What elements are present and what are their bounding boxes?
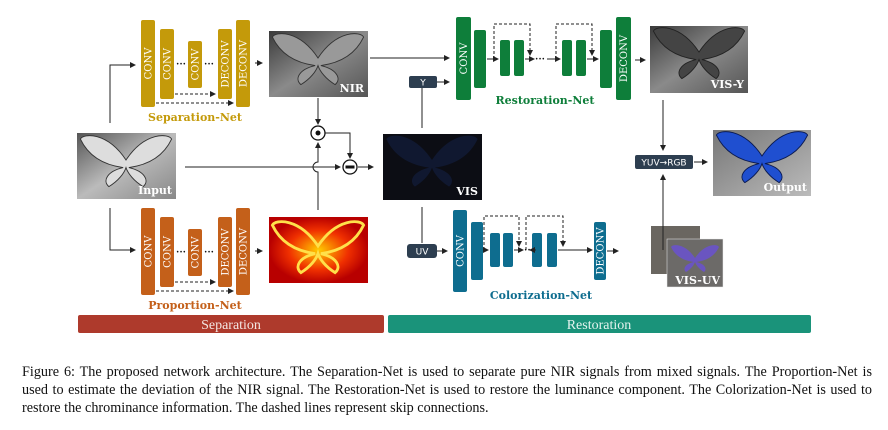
conv-block: CONV (160, 29, 174, 99)
nir-label: NIR (340, 82, 365, 95)
block-label: CONV (459, 42, 470, 75)
stage-restoration-label: Restoration (567, 318, 632, 333)
block-label: CONV (144, 235, 155, 268)
subtract-operator (342, 159, 358, 175)
vis-uv-image: VIS-UV (651, 226, 724, 288)
deconv-block: DECONV (236, 208, 250, 295)
block-label: CONV (191, 236, 202, 269)
dot-product-operator (310, 125, 326, 141)
skip-connection (493, 23, 533, 59)
conv-block: CONV (141, 208, 155, 295)
ellipsis: ··· (176, 59, 186, 70)
connections (109, 55, 708, 254)
block-label: CONV (191, 48, 202, 81)
yuv-to-rgb-box: YUV→RGB (635, 155, 693, 169)
input-label: Input (138, 184, 173, 197)
res-block (490, 233, 500, 267)
proportion-net: CONV CONV CONV DECONV DECONV ··· ··· (141, 208, 250, 295)
deconv-block: DECONV (218, 29, 232, 99)
res-block (500, 40, 510, 76)
vis-y-image: VIS-Y (650, 26, 748, 93)
colorization-net: CONV DECONV··· (453, 210, 607, 292)
architecture-diagram: CONV CONV CONV DECONV DECONV··· ··· CONV CONV C… (77, 17, 811, 333)
stage-separation-bar: Separation (78, 315, 384, 333)
block-label: DECONV (239, 39, 250, 87)
ellipsis: ··· (204, 59, 214, 70)
conv-block (474, 30, 486, 88)
conv-block: CONV (456, 17, 471, 100)
block-label: DECONV (221, 228, 232, 276)
ellipsis: ··· (204, 247, 214, 258)
deconv-block: DECONV (218, 217, 232, 287)
conv-block: CONV (453, 210, 467, 292)
output-label: Output (764, 181, 808, 194)
colorization-net-label: Colorization-Net (490, 289, 593, 302)
conv-block (471, 222, 483, 280)
conv-block: CONV (188, 229, 202, 276)
restoration-net: CONV DECONV ··· (456, 17, 631, 100)
res-block (503, 233, 513, 267)
block-label: CONV (163, 235, 174, 268)
stage-restoration-bar: Restoration (388, 315, 811, 333)
ellipsis: ··· (176, 247, 186, 258)
separation-net-label: Separation-Net (148, 111, 243, 124)
deconv-block: DECONV (236, 20, 250, 107)
stage-separation-label: Separation (201, 318, 261, 333)
skip-connection (555, 23, 595, 59)
vis-uv-label: VIS-UV (674, 274, 720, 287)
conv-block: CONV (141, 20, 155, 107)
block-label: CONV (163, 47, 174, 80)
deconv-block (600, 30, 612, 88)
restoration-net-label: Restoration-Net (496, 94, 596, 107)
block-label: DECONV (596, 227, 607, 275)
proportion-net-label: Proportion-Net (148, 299, 242, 312)
figure-caption: Figure 6: The proposed network architect… (22, 364, 872, 416)
block-label: DECONV (239, 227, 250, 275)
separation-net: CONV CONV CONV DECONV DECONV ··· ··· (141, 20, 250, 107)
y-channel-box: Y (409, 76, 437, 89)
block-label: CONV (144, 47, 155, 80)
res-block (547, 233, 557, 267)
res-block (532, 233, 542, 267)
nir-image: NIR (269, 31, 368, 97)
proportion-heatmap-image (269, 217, 368, 283)
res-block (562, 40, 572, 76)
deconv-block: DECONV (594, 222, 607, 280)
res-block (576, 40, 586, 76)
skip-connection (525, 215, 566, 250)
uv-channel-box: UV (407, 244, 437, 258)
res-block (514, 40, 524, 76)
conv-block: CONV (160, 217, 174, 287)
vis-label: VIS (455, 185, 478, 198)
uv-channel-label: UV (416, 248, 430, 258)
input-image: Input (77, 133, 176, 199)
yuv-to-rgb-label: YUV→RGB (640, 159, 686, 169)
block-label: DECONV (619, 34, 630, 82)
vis-y-label: VIS-Y (710, 78, 744, 91)
output-image: Output (713, 130, 811, 196)
deconv-block: DECONV (616, 17, 631, 100)
conv-block: CONV (188, 41, 202, 88)
block-label: CONV (456, 234, 467, 267)
vis-image: VIS (383, 134, 482, 200)
y-channel-label: Y (419, 79, 426, 89)
skip-connection (483, 215, 522, 250)
ellipsis: ··· (535, 54, 545, 65)
block-label: DECONV (221, 40, 232, 88)
